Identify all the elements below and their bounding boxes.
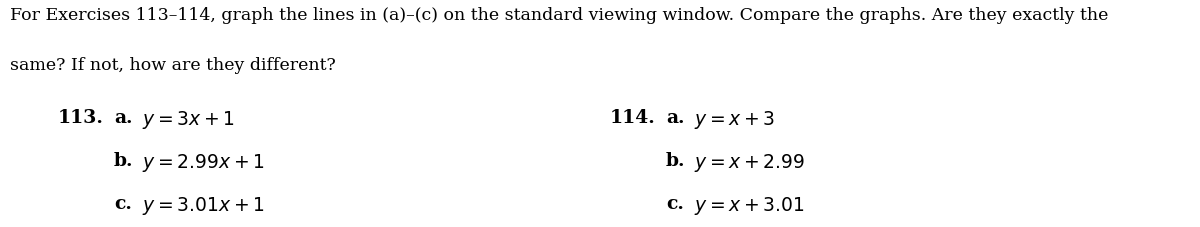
Text: $y = 2.99x + 1$: $y = 2.99x + 1$ [142, 152, 264, 174]
Text: 113.: 113. [58, 109, 103, 127]
Text: c.: c. [666, 195, 684, 213]
Text: a.: a. [666, 109, 684, 127]
Text: c.: c. [114, 195, 132, 213]
Text: $y = x + 3$: $y = x + 3$ [694, 109, 775, 131]
Text: a.: a. [114, 109, 132, 127]
Text: same? If not, how are they different?: same? If not, how are they different? [10, 57, 335, 74]
Text: For Exercises 113–114, graph the lines in (a)–(c) on the standard viewing window: For Exercises 113–114, graph the lines i… [10, 7, 1108, 24]
Text: $y = x + 2.99$: $y = x + 2.99$ [694, 152, 805, 174]
Text: 114.: 114. [610, 109, 655, 127]
Text: $y = x + 3.01$: $y = x + 3.01$ [694, 195, 804, 217]
Text: $y = 3.01x + 1$: $y = 3.01x + 1$ [142, 195, 264, 217]
Text: $y = 3x + 1$: $y = 3x + 1$ [142, 109, 234, 131]
Text: b.: b. [666, 152, 685, 170]
Text: b.: b. [114, 152, 133, 170]
